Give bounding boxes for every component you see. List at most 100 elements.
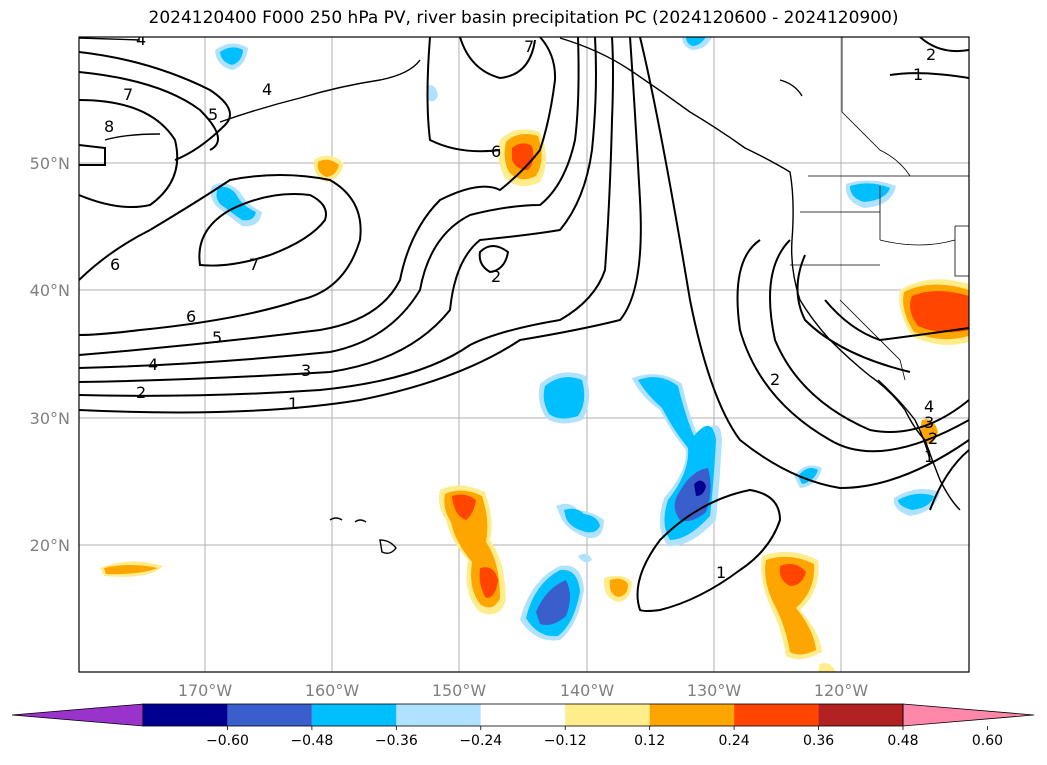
colorbar-tick-label: −0.48 xyxy=(290,733,333,749)
colorbar-swatch xyxy=(480,704,566,726)
shade-positive xyxy=(479,567,498,598)
pv-contour-8-b xyxy=(79,144,106,166)
pv-contour-2 xyxy=(79,37,614,397)
pv-contour-7-c xyxy=(198,193,327,267)
shade-positive xyxy=(765,556,816,655)
pv-label: 8 xyxy=(104,117,114,136)
state-borders xyxy=(790,186,969,277)
pv-contour-7-a xyxy=(79,71,219,151)
pv-label: 2 xyxy=(770,370,780,389)
pv-contour-1-e xyxy=(929,449,969,511)
shade-negative xyxy=(578,553,592,563)
colorbar-tick-label: 0.36 xyxy=(803,733,834,749)
pv-label: 2 xyxy=(928,429,938,448)
shade-positive xyxy=(779,564,806,586)
shade-positive xyxy=(609,578,628,597)
colorbar-tick-label: 0.48 xyxy=(887,733,918,749)
coastline xyxy=(79,37,141,41)
pv-contour-7-d xyxy=(459,37,536,80)
pv-contour-5-b xyxy=(824,299,969,342)
pv-label: 4 xyxy=(924,397,934,416)
pv-label: 5 xyxy=(212,328,222,347)
pv-label: 7 xyxy=(123,85,133,104)
colorbar-swatch xyxy=(734,704,819,726)
shade-negative xyxy=(798,468,818,484)
alaska-border xyxy=(841,37,911,177)
pv-label: 1 xyxy=(288,394,298,413)
shade-negative xyxy=(426,85,438,102)
colorbar-swatch xyxy=(396,704,481,726)
lon-label-120w: 120°W xyxy=(814,681,869,700)
colorbar-swatch xyxy=(143,704,228,726)
colorbar-swatch xyxy=(818,704,903,726)
shade-negative xyxy=(694,480,706,496)
pv-contour-5 xyxy=(79,37,557,356)
map-content: 4 7 8 5 4 7 6 6 7 2 6 5 4 3 2 1 2 1 2 1 … xyxy=(79,30,969,672)
map-frame xyxy=(78,36,970,673)
shade-positive xyxy=(910,291,969,333)
shade-positive xyxy=(452,494,476,520)
pv-contour-7-b xyxy=(79,99,179,208)
pv-label: 2 xyxy=(926,45,936,64)
lon-label-140w: 140°W xyxy=(560,681,615,700)
pv-contour-labels: 4 7 8 5 4 7 6 6 7 2 6 5 4 3 2 1 2 1 2 1 … xyxy=(104,30,938,582)
island-coast xyxy=(779,79,803,97)
shade-negative xyxy=(686,37,706,46)
shade-negative xyxy=(536,580,570,625)
state-border-nv xyxy=(839,299,906,381)
pv-contour-3 xyxy=(79,37,597,383)
shade-positive xyxy=(317,159,339,177)
pv-contour-1-c xyxy=(636,488,782,612)
lat-label-20n: 20°N xyxy=(30,536,70,555)
hawaii-coast xyxy=(329,517,397,555)
pv-contour-6-b xyxy=(426,37,501,153)
pv-label: 2 xyxy=(136,383,146,402)
pv-label: 1 xyxy=(716,563,726,582)
colorbar-tick-label: 0.60 xyxy=(972,733,1003,749)
colorbar-tick-label: −0.36 xyxy=(375,733,418,749)
colorbar-tick-label: −0.24 xyxy=(459,733,502,749)
alaska-coast xyxy=(219,59,421,123)
lat-label-50n: 50°N xyxy=(30,154,70,173)
baja-coast xyxy=(877,379,931,461)
lon-label-170w: 170°W xyxy=(178,681,233,700)
colorbar-swatch xyxy=(311,704,397,726)
pv-label: 5 xyxy=(208,105,218,124)
shade-negative xyxy=(216,186,256,221)
pv-label: 4 xyxy=(136,30,146,49)
pv-contours xyxy=(79,37,969,612)
shade-negative xyxy=(898,493,934,510)
latitude-labels: 50°N 40°N 30°N 20°N xyxy=(30,154,70,555)
lat-label-40n: 40°N xyxy=(30,281,70,300)
colorbar-swatch xyxy=(649,704,735,726)
pv-label: 6 xyxy=(491,142,501,161)
pv-label: 1 xyxy=(924,447,934,466)
colorbar-tick-label: −0.12 xyxy=(544,733,587,749)
shade-positive xyxy=(104,565,158,575)
lon-label-160w: 160°W xyxy=(305,681,360,700)
pv-label: 6 xyxy=(186,307,196,326)
colorbar-extension-max xyxy=(902,703,1035,727)
lon-label-130w: 130°W xyxy=(687,681,742,700)
longitude-labels: 170°W 160°W 150°W 140°W 130°W 120°W xyxy=(178,681,869,700)
pv-label: 4 xyxy=(262,80,272,99)
colorbar-tick-label: 0.12 xyxy=(634,733,665,749)
pv-label: 2 xyxy=(491,267,501,286)
pv-contour-6 xyxy=(79,174,362,336)
plot-title: 2024120400 F000 250 hPa PV, river basin … xyxy=(148,8,899,28)
shade-positive xyxy=(818,663,836,672)
pv-label: 4 xyxy=(148,355,158,374)
pv-label: 3 xyxy=(301,361,311,380)
pv-contour-1 xyxy=(79,37,642,414)
pv-contour-4 xyxy=(79,37,580,369)
pv-contour-8 xyxy=(79,51,231,161)
pv-contour-1-b xyxy=(639,37,969,490)
shade-negative xyxy=(543,377,585,419)
pv-label: 7 xyxy=(524,37,534,56)
precipitation-shading xyxy=(100,37,969,672)
pv-contour-1-d xyxy=(889,72,969,79)
pv-contour-4-b xyxy=(796,254,911,373)
colorbar-tick-label: −0.60 xyxy=(206,733,249,749)
shade-negative xyxy=(220,47,243,65)
